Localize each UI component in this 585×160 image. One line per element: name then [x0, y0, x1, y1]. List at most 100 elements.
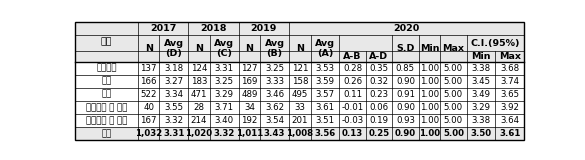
- Text: 3.29: 3.29: [472, 103, 490, 112]
- Text: A-D: A-D: [370, 52, 388, 61]
- Text: 3.40: 3.40: [215, 116, 234, 125]
- Text: 구분: 구분: [101, 37, 112, 46]
- Text: 1,011: 1,011: [236, 129, 263, 138]
- Text: 1.00: 1.00: [420, 116, 439, 125]
- Text: 169: 169: [241, 77, 257, 86]
- Text: -0.01: -0.01: [342, 103, 364, 112]
- Text: 자연과학: 자연과학: [97, 64, 117, 73]
- Text: 3.34: 3.34: [164, 90, 183, 99]
- Text: 124: 124: [191, 64, 207, 73]
- Text: 2017: 2017: [150, 24, 176, 33]
- Text: 공학: 공학: [102, 90, 112, 99]
- Text: 3.25: 3.25: [265, 64, 284, 73]
- Text: 495: 495: [292, 90, 308, 99]
- Text: 1.00: 1.00: [420, 77, 439, 86]
- Text: Avg
(D): Avg (D): [164, 39, 184, 58]
- Text: 0.90: 0.90: [395, 129, 416, 138]
- Text: 3.56: 3.56: [314, 129, 336, 138]
- Text: 3.54: 3.54: [265, 116, 284, 125]
- Text: 1,020: 1,020: [185, 129, 212, 138]
- Bar: [75, 51, 524, 62]
- Text: 0.25: 0.25: [369, 129, 390, 138]
- Text: 3.50: 3.50: [470, 129, 491, 138]
- Text: 5.00: 5.00: [444, 64, 463, 73]
- Text: 5.00: 5.00: [443, 129, 464, 138]
- Text: N: N: [296, 44, 304, 53]
- Text: 2018: 2018: [200, 24, 226, 33]
- Text: 3.32: 3.32: [164, 116, 183, 125]
- Text: Avg
(A): Avg (A): [315, 39, 335, 58]
- Text: 214: 214: [191, 116, 207, 125]
- Text: 3.43: 3.43: [264, 129, 285, 138]
- Text: 5.00: 5.00: [444, 103, 463, 112]
- Text: 3.18: 3.18: [164, 64, 183, 73]
- Text: 158: 158: [291, 77, 308, 86]
- Text: 489: 489: [241, 90, 257, 99]
- Text: 127: 127: [241, 64, 257, 73]
- Text: 1.00: 1.00: [420, 103, 439, 112]
- Text: 3.51: 3.51: [315, 116, 335, 125]
- Text: 5.00: 5.00: [444, 116, 463, 125]
- Text: 167: 167: [140, 116, 157, 125]
- Text: 0.90: 0.90: [396, 77, 415, 86]
- Text: N: N: [144, 44, 153, 53]
- Text: 471: 471: [191, 90, 207, 99]
- Text: 1,032: 1,032: [135, 129, 162, 138]
- Text: Avg
(B): Avg (B): [264, 39, 285, 58]
- Text: 1,008: 1,008: [286, 129, 314, 138]
- Text: 3.61: 3.61: [315, 103, 335, 112]
- Text: 0.13: 0.13: [342, 129, 363, 138]
- Text: N: N: [246, 44, 253, 53]
- Text: Max: Max: [499, 52, 521, 61]
- Text: 40: 40: [143, 103, 154, 112]
- Text: 3.38: 3.38: [472, 64, 491, 73]
- Text: 201: 201: [291, 116, 308, 125]
- Bar: [75, 35, 524, 51]
- Text: 3.59: 3.59: [315, 77, 335, 86]
- Text: Avg
(C): Avg (C): [214, 39, 234, 58]
- Text: 0.11: 0.11: [343, 90, 362, 99]
- Text: 3.38: 3.38: [472, 116, 491, 125]
- Text: 3.25: 3.25: [215, 77, 234, 86]
- Text: 3.29: 3.29: [215, 90, 234, 99]
- Text: 0.19: 0.19: [370, 116, 388, 125]
- Text: 1.00: 1.00: [420, 90, 439, 99]
- Text: -0.03: -0.03: [342, 116, 364, 125]
- Text: 0.23: 0.23: [370, 90, 388, 99]
- Text: 3.53: 3.53: [315, 64, 335, 73]
- Text: 1.00: 1.00: [420, 64, 439, 73]
- Text: 5.00: 5.00: [444, 77, 463, 86]
- Text: 0.26: 0.26: [343, 77, 362, 86]
- Text: N: N: [195, 44, 203, 53]
- Text: 3.31: 3.31: [215, 64, 234, 73]
- Text: A-B: A-B: [343, 52, 362, 61]
- Text: 0.90: 0.90: [396, 103, 415, 112]
- Text: 137: 137: [140, 64, 157, 73]
- Text: 3.74: 3.74: [500, 77, 519, 86]
- Text: C.I.(95%): C.I.(95%): [470, 39, 520, 48]
- Text: 사회과학 및 기타: 사회과학 및 기타: [86, 116, 128, 125]
- Text: 192: 192: [241, 116, 257, 125]
- Text: 0.06: 0.06: [370, 103, 388, 112]
- Text: 0.93: 0.93: [396, 116, 415, 125]
- Text: 5.00: 5.00: [444, 90, 463, 99]
- Text: 33: 33: [294, 103, 305, 112]
- Text: 3.46: 3.46: [265, 90, 284, 99]
- Text: 3.68: 3.68: [500, 64, 519, 73]
- Text: Min: Min: [472, 52, 491, 61]
- Text: 0.91: 0.91: [396, 90, 415, 99]
- Text: 522: 522: [140, 90, 157, 99]
- Text: 합계: 합계: [102, 129, 112, 138]
- Text: 0.28: 0.28: [343, 64, 362, 73]
- Text: 0.32: 0.32: [370, 77, 388, 86]
- Text: 1.00: 1.00: [419, 129, 440, 138]
- Text: 인간과학 및 기술: 인간과학 및 기술: [86, 103, 128, 112]
- Text: 121: 121: [291, 64, 308, 73]
- Text: 0.85: 0.85: [396, 64, 415, 73]
- Text: 34: 34: [244, 103, 255, 112]
- Text: 2019: 2019: [250, 24, 277, 33]
- Text: 생명: 생명: [102, 77, 112, 86]
- Text: 3.64: 3.64: [500, 116, 519, 125]
- Text: 2020: 2020: [394, 24, 419, 33]
- Text: 3.33: 3.33: [265, 77, 284, 86]
